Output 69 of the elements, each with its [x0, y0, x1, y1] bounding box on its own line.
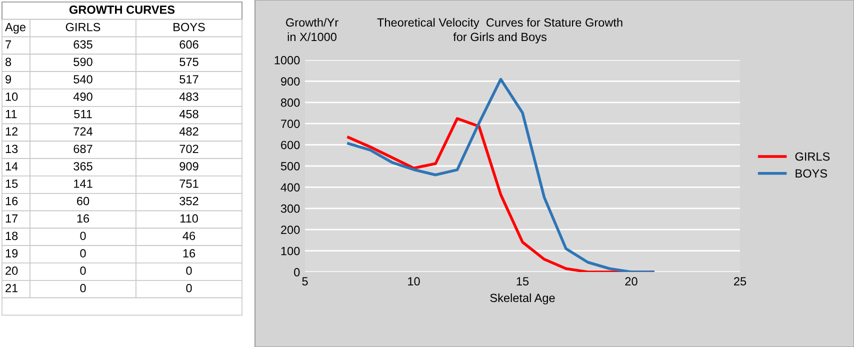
y-tick-label: 600	[281, 140, 300, 150]
data-label: 365	[74, 162, 92, 170]
line-series	[347, 78, 654, 272]
legend-label: BOYS	[796, 169, 828, 178]
y-tick-label: 12	[6, 127, 18, 136]
y-tick-label: 14	[6, 162, 18, 170]
x-tick-label: 20	[625, 277, 638, 286]
y-tick-label: 13	[6, 144, 18, 154]
data-label: 490	[73, 92, 92, 101]
x-tick-label: 25	[734, 277, 746, 286]
y-tick-label: 18	[6, 232, 18, 240]
y-tick-label: 16	[6, 196, 18, 206]
data-label: 0	[80, 284, 86, 292]
data-label: 60	[77, 196, 90, 206]
x-tick-label: 5	[302, 277, 308, 286]
data-label: 511	[74, 110, 92, 118]
y-tick-label: 15	[6, 180, 18, 188]
data-label: 702	[180, 144, 198, 154]
data-label: 0	[80, 266, 86, 275]
y-tick-label: 19	[6, 249, 18, 258]
y-tick-label: 800	[280, 98, 300, 107]
y-axis-title: Age	[5, 23, 26, 34]
data-label: 110	[180, 214, 198, 223]
y-tick-label: 100	[281, 246, 300, 256]
data-label: 575	[180, 58, 198, 66]
x-tick-label: 10	[408, 277, 420, 286]
y-tick-label: 900	[280, 77, 300, 86]
data-label: 606	[180, 40, 198, 49]
y-tick-label: 17	[6, 214, 18, 223]
data-label: 16	[77, 214, 90, 223]
data-label: 483	[179, 92, 198, 101]
y-tick-label: 300	[280, 204, 300, 213]
data-label: 590	[74, 58, 92, 66]
x-axis-title: Skeletal Age	[490, 293, 555, 304]
legend-label: GIRLS	[795, 152, 830, 161]
y-tick-label: 200	[281, 226, 300, 234]
y-tick-label: 0	[294, 268, 300, 276]
data-label: 46	[182, 232, 196, 240]
chart-title: Theoretical Velocity Curves for Stature Growth for Girls and Boys	[377, 18, 622, 44]
y-tick-label: 400	[280, 183, 300, 192]
y-tick-label: 10	[6, 92, 18, 101]
y-tick-label: 21	[6, 284, 18, 292]
data-label: 909	[180, 162, 198, 170]
data-label: 16	[183, 249, 196, 258]
data-label: 0	[80, 249, 86, 258]
y-tick-label: 8	[6, 58, 12, 66]
data-label: 0	[80, 232, 86, 240]
data-label: 751	[180, 180, 198, 188]
data-label: 141	[74, 180, 92, 188]
data-label: 687	[74, 144, 92, 154]
x-tick-label: 15	[516, 277, 529, 286]
data-label: 482	[179, 127, 198, 136]
y-tick-label: 700	[281, 120, 300, 128]
y-tick-label: 11	[6, 110, 17, 118]
chart-title: GROWTH CURVES	[69, 6, 175, 14]
data-label: 517	[180, 75, 198, 84]
data-label: 352	[180, 196, 198, 206]
y-tick-label: 7	[6, 40, 11, 49]
data-label: 458	[179, 110, 198, 118]
data-label: 0	[186, 266, 192, 275]
y-tick-label: 1000	[274, 56, 300, 64]
data-label: 0	[186, 284, 192, 292]
y-tick-label: 500	[280, 162, 300, 170]
data-label: 540	[74, 75, 92, 84]
data-label: 635	[74, 40, 92, 49]
y-tick-label: 9	[6, 75, 12, 84]
y-tick-label: 20	[6, 266, 18, 275]
data-label: 724	[74, 127, 93, 136]
y-axis-title: Growth/Yr in X/1000	[286, 18, 338, 42]
